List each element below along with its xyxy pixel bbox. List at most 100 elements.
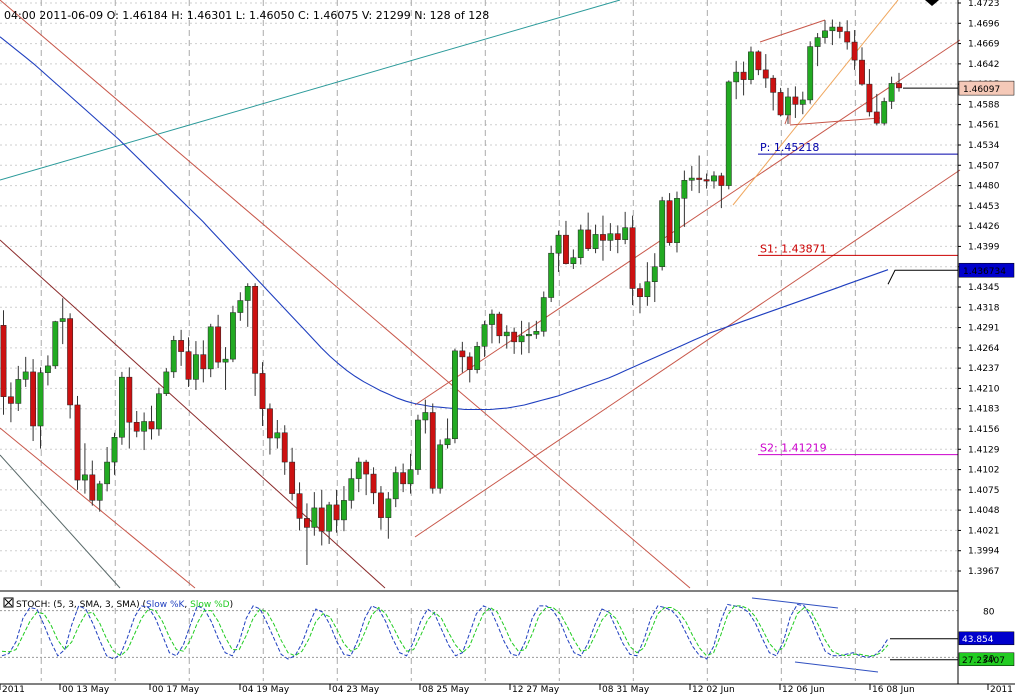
candle[interactable] bbox=[104, 447, 111, 492]
candle[interactable] bbox=[600, 215, 606, 261]
candle[interactable] bbox=[452, 348, 458, 444]
candle[interactable] bbox=[696, 155, 703, 194]
candle[interactable] bbox=[466, 352, 473, 383]
candle[interactable] bbox=[703, 173, 710, 189]
candle[interactable] bbox=[659, 196, 666, 271]
candle[interactable] bbox=[459, 341, 466, 373]
candle[interactable] bbox=[244, 283, 251, 327]
candle[interactable] bbox=[711, 171, 717, 189]
candle[interactable] bbox=[725, 80, 732, 190]
stochastic-pane[interactable]: STOCH: (5, 3, SMA, 3, SMA) (Slow %K, Slo… bbox=[0, 597, 1015, 681]
candle[interactable] bbox=[400, 463, 407, 493]
candle[interactable] bbox=[799, 91, 806, 115]
candle[interactable] bbox=[274, 419, 281, 449]
trendline[interactable] bbox=[0, 454, 121, 589]
candle[interactable] bbox=[348, 468, 355, 509]
candle[interactable] bbox=[822, 20, 828, 44]
candle[interactable] bbox=[570, 249, 577, 269]
candle[interactable] bbox=[866, 69, 873, 117]
candle[interactable] bbox=[118, 371, 125, 445]
candle[interactable] bbox=[67, 313, 74, 419]
candle[interactable] bbox=[415, 414, 421, 475]
candle[interactable] bbox=[644, 262, 651, 306]
candle[interactable] bbox=[59, 298, 66, 345]
trendline[interactable] bbox=[0, 0, 691, 589]
candle[interactable] bbox=[563, 220, 569, 265]
menu-arrow-icon[interactable] bbox=[925, 0, 939, 6]
candle[interactable] bbox=[533, 320, 540, 339]
candle[interactable] bbox=[311, 492, 318, 536]
candle[interactable] bbox=[859, 47, 865, 86]
candle[interactable] bbox=[681, 170, 688, 227]
candle[interactable] bbox=[252, 283, 259, 396]
trendline[interactable] bbox=[0, 0, 621, 181]
candle[interactable] bbox=[481, 320, 488, 357]
trendline[interactable] bbox=[789, 117, 881, 126]
candle[interactable] bbox=[888, 76, 895, 109]
candle[interactable] bbox=[237, 292, 244, 321]
candle[interactable] bbox=[230, 305, 236, 363]
candle[interactable] bbox=[674, 191, 680, 253]
candle[interactable] bbox=[829, 19, 836, 46]
candle[interactable] bbox=[748, 46, 754, 85]
candle[interactable] bbox=[378, 486, 384, 530]
candle[interactable] bbox=[296, 482, 303, 531]
price-axis[interactable]: 1.47231.46961.46691.46421.46151.45881.45… bbox=[887, 0, 1015, 684]
candle[interactable] bbox=[785, 87, 791, 124]
candle[interactable] bbox=[429, 403, 436, 494]
trendline[interactable] bbox=[759, 19, 826, 43]
candle[interactable] bbox=[437, 439, 444, 494]
candle[interactable] bbox=[133, 410, 140, 438]
candle[interactable] bbox=[792, 86, 799, 118]
candle[interactable] bbox=[777, 87, 784, 117]
candle[interactable] bbox=[548, 245, 555, 303]
candle[interactable] bbox=[637, 283, 643, 314]
trendline[interactable] bbox=[794, 661, 879, 673]
candle[interactable] bbox=[37, 367, 44, 449]
candle[interactable] bbox=[474, 341, 481, 374]
candle[interactable] bbox=[156, 387, 162, 436]
candle[interactable] bbox=[89, 460, 96, 506]
candle[interactable] bbox=[193, 341, 199, 390]
candle[interactable] bbox=[178, 329, 185, 366]
trendline[interactable] bbox=[732, 0, 899, 206]
candle[interactable] bbox=[163, 368, 170, 396]
candle[interactable] bbox=[267, 403, 273, 455]
trendline[interactable] bbox=[0, 427, 196, 589]
candle[interactable] bbox=[392, 466, 399, 508]
candle[interactable] bbox=[7, 382, 14, 423]
candle[interactable] bbox=[111, 432, 118, 475]
candle[interactable] bbox=[881, 97, 888, 126]
candle[interactable] bbox=[385, 492, 392, 539]
candle[interactable] bbox=[740, 61, 747, 96]
candle[interactable] bbox=[15, 365, 22, 411]
candle[interactable] bbox=[259, 362, 266, 426]
candle[interactable] bbox=[814, 33, 821, 67]
candle[interactable] bbox=[126, 367, 133, 449]
candle[interactable] bbox=[577, 224, 584, 265]
candle[interactable] bbox=[807, 41, 814, 104]
price-pane[interactable]: P: 1.45218 S1: 1.43871 S2: 1.41219 04:00 2… bbox=[0, 0, 961, 673]
candle[interactable] bbox=[592, 224, 599, 254]
trendline[interactable] bbox=[751, 597, 839, 609]
candle[interactable] bbox=[141, 412, 148, 451]
candle[interactable] bbox=[318, 489, 325, 546]
candle[interactable] bbox=[200, 340, 207, 383]
candles[interactable] bbox=[0, 19, 902, 565]
candle[interactable] bbox=[96, 480, 103, 512]
candle[interactable] bbox=[81, 443, 88, 494]
candle[interactable] bbox=[622, 211, 629, 245]
candle[interactable] bbox=[52, 320, 59, 369]
candle[interactable] bbox=[422, 399, 429, 434]
candle[interactable] bbox=[614, 225, 621, 254]
candle[interactable] bbox=[844, 20, 851, 50]
candle[interactable] bbox=[896, 72, 902, 92]
candle[interactable] bbox=[215, 314, 222, 369]
candle[interactable] bbox=[289, 447, 296, 501]
candle[interactable] bbox=[170, 335, 177, 378]
candle[interactable] bbox=[281, 425, 288, 475]
candle[interactable] bbox=[0, 310, 7, 415]
candle[interactable] bbox=[22, 356, 29, 387]
candle[interactable] bbox=[755, 50, 762, 76]
